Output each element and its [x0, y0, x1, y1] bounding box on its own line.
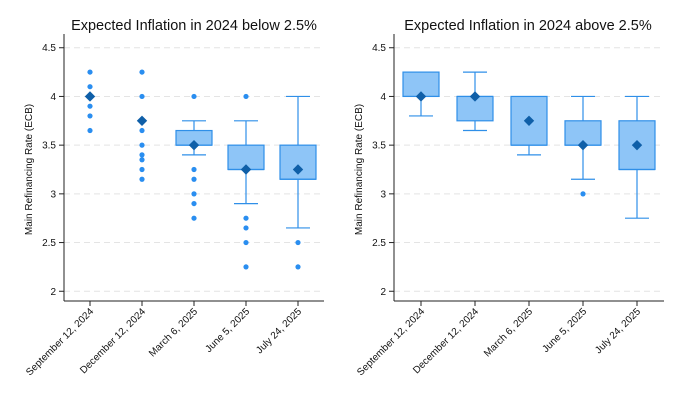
outlier-point [139, 157, 145, 163]
mean-marker [240, 164, 252, 175]
box-2 [456, 71, 494, 132]
y-tick-label: 4.5 [372, 43, 386, 54]
outlier-point [87, 103, 93, 109]
mean-marker [415, 91, 427, 102]
outlier-point [191, 191, 197, 197]
box-3 [175, 93, 213, 221]
outlier-point [243, 93, 249, 100]
outlier-point [243, 225, 249, 231]
outlier-point [580, 191, 586, 197]
x-tick-label: March 6, 2025 [482, 306, 535, 359]
outlier-point [191, 176, 197, 182]
mean-marker [84, 91, 96, 102]
box-2 [136, 69, 148, 182]
outlier-point [243, 239, 249, 246]
box-4 [227, 93, 265, 270]
outlier-point [191, 215, 197, 221]
outlier-point [191, 166, 197, 173]
outlier-point [139, 152, 145, 158]
y-tick-label: 4.5 [42, 43, 56, 54]
box-3 [510, 95, 548, 156]
outlier-point [87, 127, 93, 134]
chart-title-2: Expected Inflation in 2024 above 2.5% [404, 18, 652, 34]
mean-marker [292, 164, 304, 175]
mean-marker [523, 115, 535, 126]
y-tick-label: 2 [50, 287, 56, 298]
y-tick-label: 4 [50, 92, 56, 103]
chart-title-1: Expected Inflation in 2024 below 2.5% [71, 18, 317, 34]
chart-panel-1: Expected Inflation in 2024 below 2.5% 2 2.… [24, 18, 324, 378]
outlier-point [191, 200, 197, 207]
chart-panel-2: Expected Inflation in 2024 above 2.5% 2 2.… [354, 18, 664, 378]
y-tick-label: 3 [50, 189, 56, 200]
outlier-point [139, 127, 145, 134]
outlier-point [243, 215, 249, 221]
outlier-point [243, 264, 249, 270]
mean-marker [631, 139, 643, 151]
y-tick-label: 2.5 [372, 238, 386, 249]
x-tick-label: June 5, 2025 [540, 306, 589, 355]
outlier-point [295, 264, 301, 270]
y-tick-label: 2 [380, 287, 386, 298]
box-1 [402, 71, 440, 117]
x-tick-label: July 24, 2025 [254, 306, 304, 356]
x-tick-label: July 24, 2025 [593, 306, 643, 356]
y-tick-label: 3 [380, 189, 386, 200]
y-tick-label: 2.5 [42, 238, 56, 249]
outlier-point [191, 93, 197, 100]
box-5 [279, 95, 317, 270]
outlier-point [87, 69, 93, 75]
outlier-point [87, 113, 93, 119]
mean-marker [577, 139, 589, 151]
y-axis-label: Main Refinancing Rate (ECB) [354, 104, 365, 235]
mean-marker [136, 115, 148, 126]
outlier-point [139, 142, 145, 148]
outlier-point [87, 84, 93, 90]
mean-marker [469, 91, 481, 102]
x-tick-label: March 6, 2025 [147, 306, 200, 359]
box-1 [84, 69, 96, 134]
outlier-point [139, 166, 145, 173]
outlier-point [139, 93, 145, 100]
y-axis-label: Main Refinancing Rate (ECB) [24, 104, 35, 235]
box-4 [564, 95, 602, 197]
x-tick-label: June 5, 2025 [203, 306, 252, 355]
outlier-point [139, 176, 145, 182]
box-5 [618, 95, 656, 219]
y-tick-label: 4 [380, 92, 386, 103]
mean-marker [188, 139, 200, 151]
outlier-point [295, 239, 301, 246]
y-tick-label: 3.5 [372, 141, 386, 152]
outlier-point [139, 69, 145, 75]
y-tick-label: 3.5 [42, 141, 56, 152]
